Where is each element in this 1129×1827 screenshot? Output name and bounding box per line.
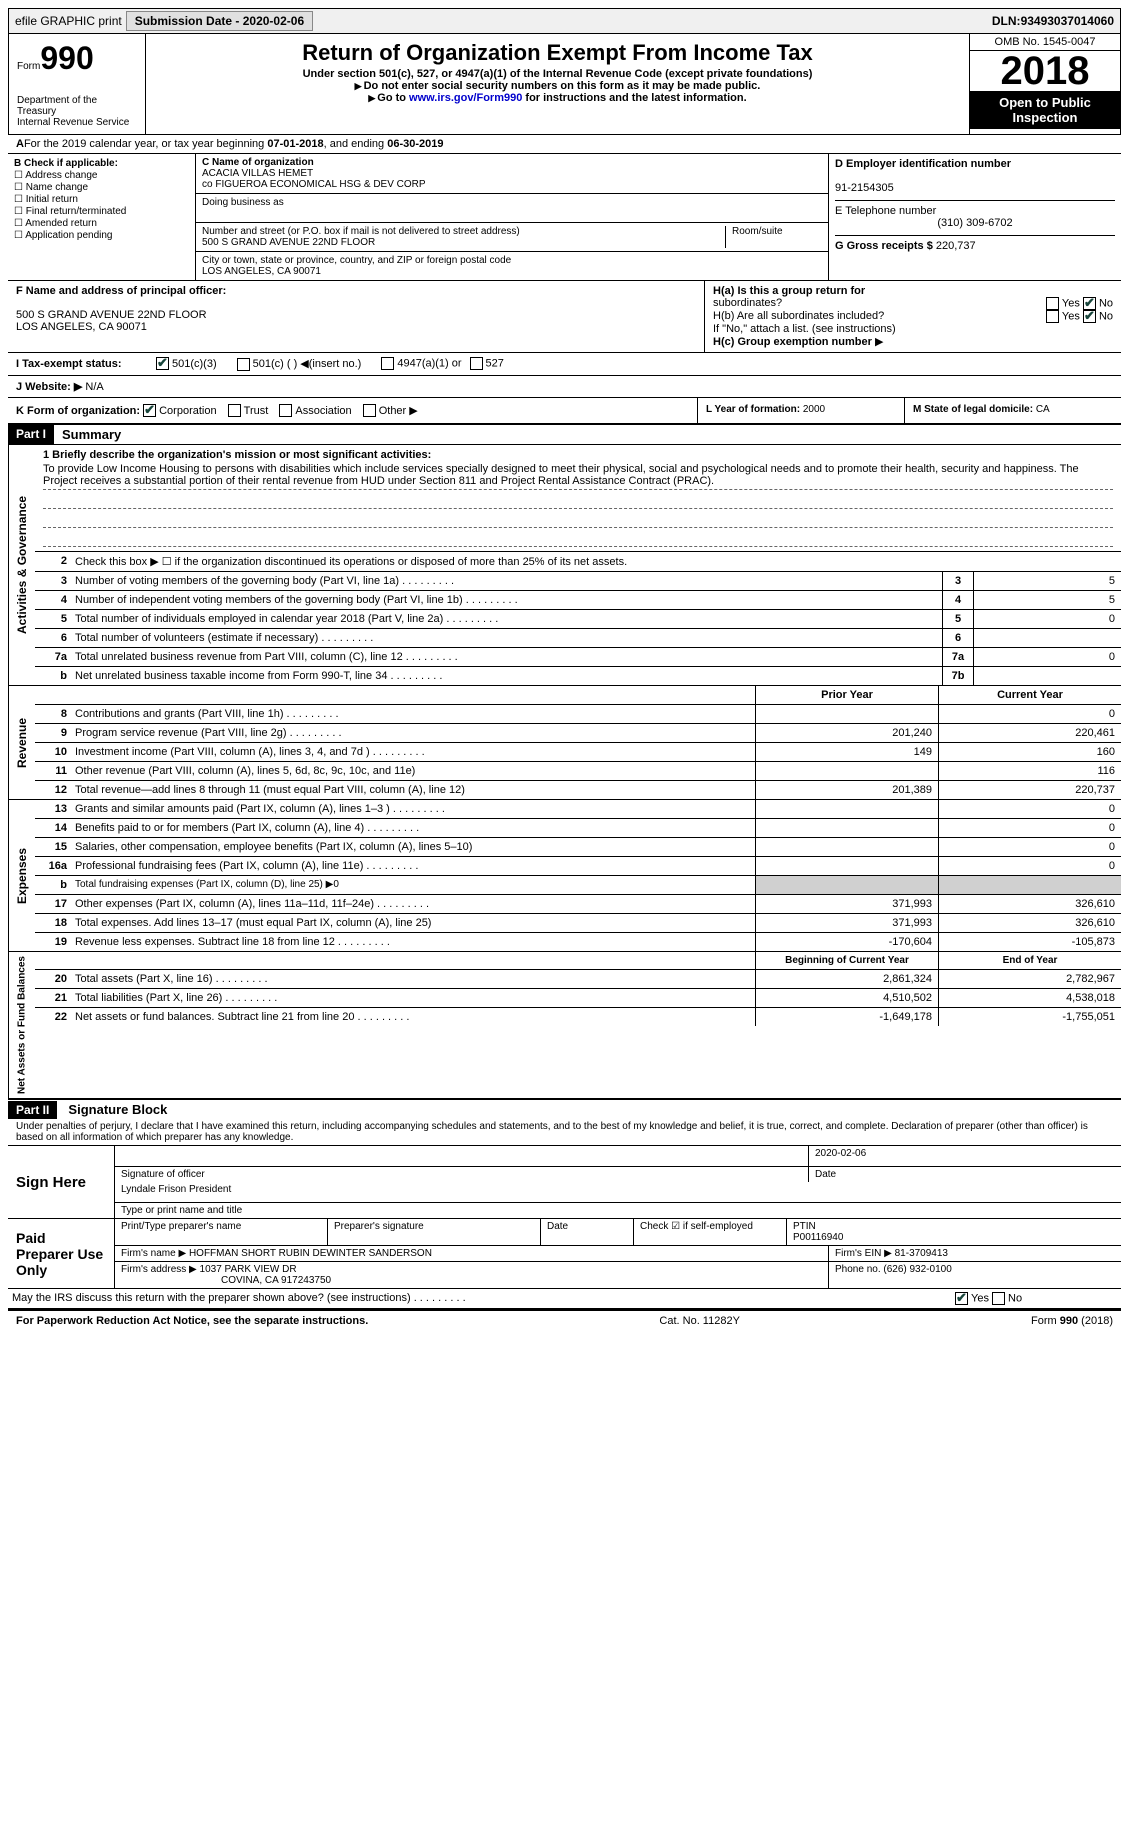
form-number: 990 [40, 40, 93, 76]
efile-label: efile GRAPHIC print [15, 14, 122, 28]
tax-exempt-row: I Tax-exempt status: 501(c)(3) 501(c) ( … [8, 353, 1121, 376]
net-assets-section: Net Assets or Fund Balances Beginning of… [8, 952, 1121, 1100]
public-inspection: Open to PublicInspection [970, 91, 1120, 129]
phone: (310) 309-6702 [835, 217, 1115, 229]
part2-header: Part II [8, 1101, 57, 1119]
form-title: Return of Organization Exempt From Incom… [150, 40, 965, 66]
dln-value: 93493037014060 [1021, 14, 1114, 28]
firm-ein: 81-3709413 [895, 1248, 948, 1259]
org-form-row: K Form of organization: Corporation Trus… [8, 398, 1121, 426]
preparer-phone: (626) 932-0100 [883, 1264, 951, 1275]
part2-header-row: Part II Signature Block [8, 1100, 1121, 1119]
discuss-row: May the IRS discuss this return with the… [8, 1289, 1121, 1310]
main-info: B Check if applicable: ☐ Address change … [8, 154, 1121, 281]
dln-label: DLN: [992, 14, 1021, 28]
gross-receipts: 220,737 [936, 240, 976, 252]
toolbar: efile GRAPHIC print Submission Date - 20… [8, 8, 1121, 34]
officer-name: Lyndale Frison President [115, 1182, 1121, 1203]
irs-label: Internal Revenue Service [17, 117, 137, 128]
part1-title: Summary [54, 425, 129, 444]
footer-cat: Cat. No. 11282Y [659, 1315, 740, 1327]
declaration-text: Under penalties of perjury, I declare th… [8, 1119, 1121, 1146]
part1-header: Part I [8, 425, 54, 444]
footer-left: For Paperwork Reduction Act Notice, see … [16, 1315, 368, 1327]
submission-date-btn[interactable]: Submission Date - 2020-02-06 [126, 11, 313, 31]
paid-preparer-block: Paid Preparer Use Only Print/Type prepar… [8, 1219, 1121, 1289]
ptin: P00116940 [793, 1232, 843, 1243]
tax-year-big: 2018 [970, 51, 1120, 91]
dept-treasury: Department of the Treasury [17, 95, 137, 117]
box-b: B Check if applicable: ☐ Address change … [8, 154, 196, 280]
officer-row: F Name and address of principal officer:… [8, 281, 1121, 353]
header-sub2: Do not enter social security numbers on … [150, 80, 965, 92]
revenue-section: Revenue Prior YearCurrent Year 8Contribu… [8, 686, 1121, 800]
box-c: C Name of organizationACACIA VILLAS HEME… [196, 154, 829, 280]
page-footer: For Paperwork Reduction Act Notice, see … [8, 1310, 1121, 1331]
form-header: Form990 Department of the Treasury Inter… [8, 34, 1121, 135]
firm-name: HOFFMAN SHORT RUBIN DEWINTER SANDERSON [189, 1248, 432, 1259]
city-state-zip: LOS ANGELES, CA 90071 [202, 266, 321, 277]
governance-label: Activities & Governance [8, 445, 35, 685]
tax-year-row: AFor the 2019 calendar year, or tax year… [8, 135, 1121, 154]
net-assets-label: Net Assets or Fund Balances [8, 952, 35, 1098]
header-sub1: Under section 501(c), 527, or 4947(a)(1)… [150, 68, 965, 80]
irs-link[interactable]: www.irs.gov/Form990 [409, 92, 522, 104]
part2-title: Signature Block [60, 1100, 175, 1119]
ein: 91-2154305 [835, 182, 894, 194]
org-name: ACACIA VILLAS HEMET [202, 168, 313, 179]
sign-here-block: Sign Here 2020-02-06 Signature of office… [8, 1146, 1121, 1219]
footer-form: Form 990 (2018) [1031, 1315, 1113, 1327]
mission-text: To provide Low Income Housing to persons… [43, 461, 1113, 490]
street-address: 500 S GRAND AVENUE 22ND FLOOR [202, 237, 375, 248]
form-word: Form [17, 61, 40, 72]
revenue-label: Revenue [8, 686, 35, 799]
box-d-e-g: D Employer identification number91-21543… [829, 154, 1121, 280]
expenses-label: Expenses [8, 800, 35, 951]
website-row: J Website: ▶ N/A [8, 376, 1121, 398]
governance-section: Activities & Governance 1 Briefly descri… [8, 445, 1121, 686]
mission-block: 1 Briefly describe the organization's mi… [35, 445, 1121, 552]
expenses-section: Expenses 13Grants and similar amounts pa… [8, 800, 1121, 952]
